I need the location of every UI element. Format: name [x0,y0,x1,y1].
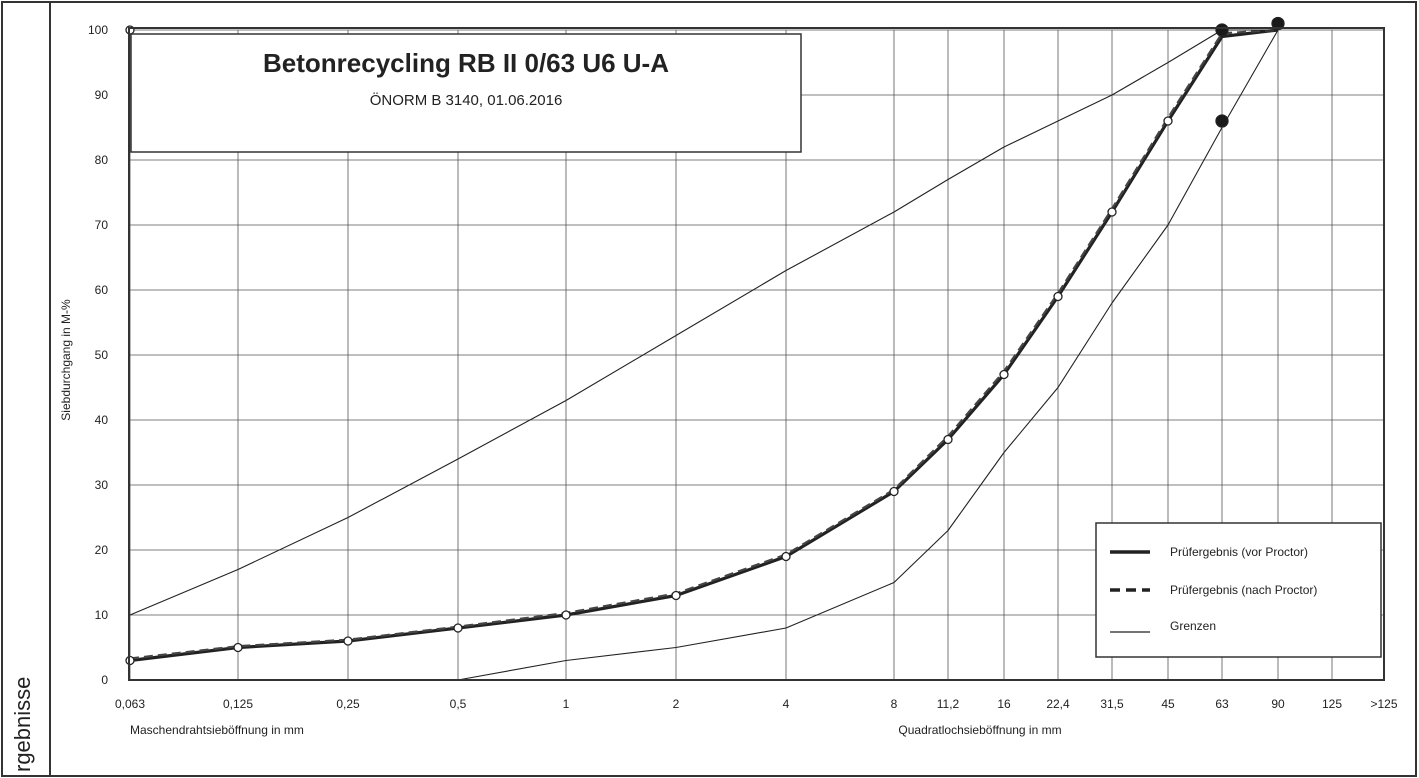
data-point [999,369,1009,380]
y-tick-label: 80 [95,153,109,167]
data-point [889,486,899,497]
y-axis-label: Siebdurchgang in M-% [59,299,73,421]
x-tick-label: >125 [1370,697,1397,711]
legend: Prüfergebnis (vor Proctor) Prüfergebnis … [1095,522,1382,658]
x-axis-label-right: Quadratlochsieböffnung in mm [898,723,1061,737]
x-tick-label: 16 [997,697,1011,711]
data-point [1053,291,1063,302]
x-tick-label: 45 [1161,697,1175,711]
x-tick-label: 11,2 [937,697,960,711]
chart-subtitle: ÖNORM B 3140, 01.06.2016 [370,91,563,109]
data-point [233,642,243,653]
title-box [130,33,802,153]
y-tick-label: 50 [95,348,109,362]
y-tick-label: 100 [88,23,108,37]
series-line [129,29,1278,616]
data-point [1107,207,1117,217]
x-axis-label-left: Maschendrahtsieböffnung in mm [130,723,304,737]
side-label-text: rgebnisse [10,676,35,772]
data-point [343,636,353,646]
marker-point [1215,23,1229,37]
chart-title: Betonrecycling RB II 0/63 U6 U-A [263,48,669,78]
x-tick-label: 31,5 [1100,697,1124,711]
data-point [943,434,953,445]
y-tick-label: 10 [95,608,109,622]
y-tick-label: 90 [95,88,109,102]
x-tick-label: 2 [673,697,680,711]
data-point [1163,116,1173,126]
x-tick-label: 22,4 [1046,697,1070,711]
x-tick-label: 0,125 [223,697,253,711]
x-tick-label: 4 [783,697,790,711]
data-point [453,623,463,633]
x-tick-label: 8 [891,697,898,711]
legend-label-grenzen: Grenzen [1170,619,1216,633]
y-tick-label: 20 [95,543,109,557]
legend-label-vor: Prüfergebnis (vor Proctor) [1170,545,1308,559]
tick-labels: 0 10 20 30 40 50 60 70 80 90 100 0,063 0,125 0,25 0,5 1… [88,23,1398,711]
plot-border [128,27,1385,681]
y-tick-label: 60 [95,283,109,297]
x-tick-label: 0,063 [115,697,145,711]
data-point [561,610,571,620]
x-tick-label: 63 [1215,697,1229,711]
x-tick-label: 0,5 [450,697,467,711]
data-point [671,590,681,601]
x-tick-label: 90 [1271,697,1285,711]
series-line [457,29,1279,681]
legend-label-nach: Prüfergebnis (nach Proctor) [1170,583,1317,597]
y-tick-label: 30 [95,478,109,492]
y-tick-label: 40 [95,413,109,427]
y-tick-label: 0 [101,673,108,687]
x-tick-label: 125 [1322,697,1342,711]
marker-point [1271,16,1285,31]
y-tick-label: 70 [95,218,109,232]
x-tick-label: 0,25 [336,697,360,711]
side-section-label: rgebnisse [2,660,42,778]
x-tick-label: 1 [563,697,570,711]
marker-point [1215,114,1229,128]
data-point [781,551,791,562]
